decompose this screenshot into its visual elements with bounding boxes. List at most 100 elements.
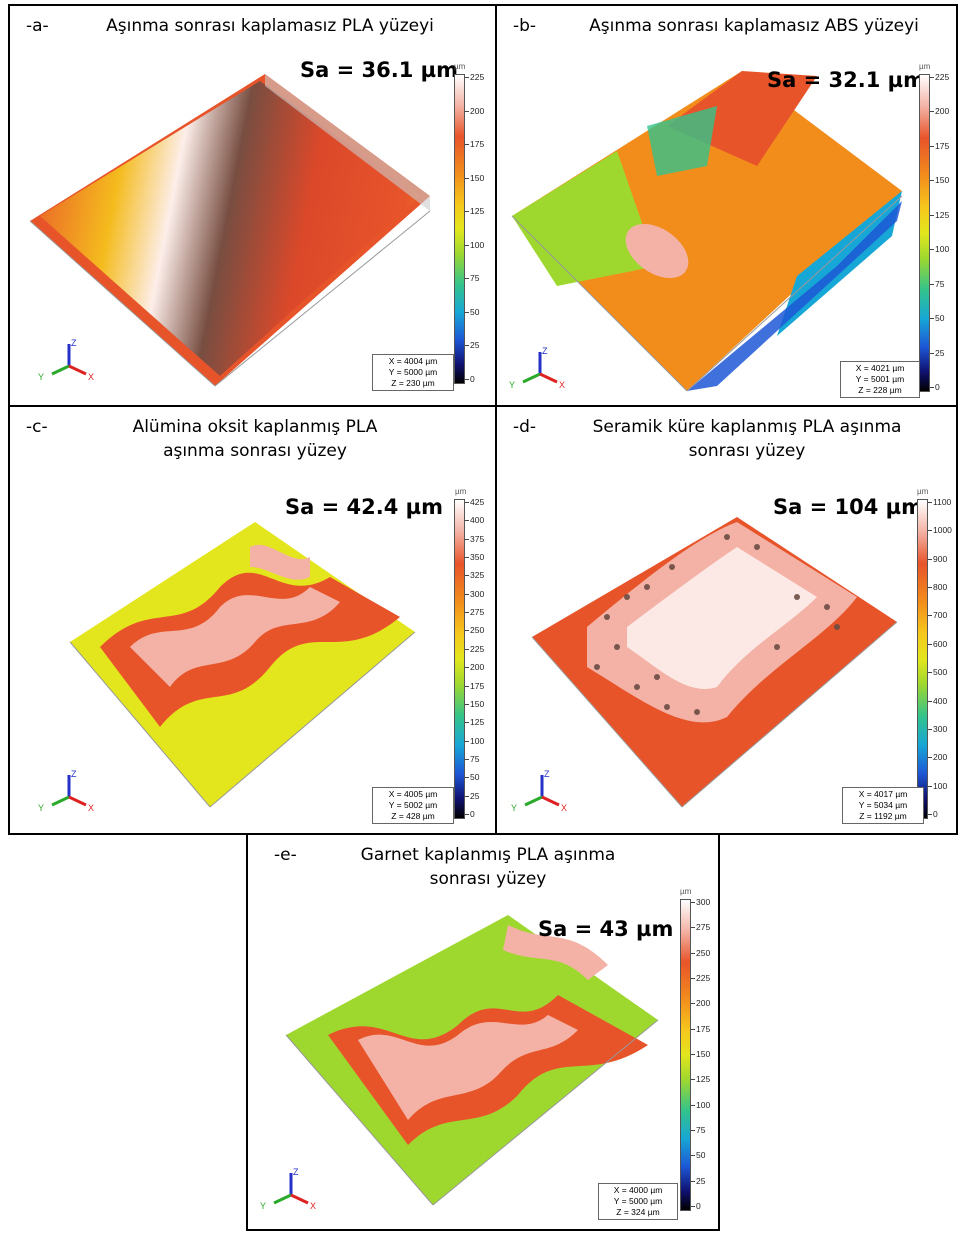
colorbar-tick-label: 200: [690, 998, 711, 1009]
colorbar-unit: µm: [919, 62, 931, 71]
colorbar-tick-label: 100: [464, 239, 485, 250]
panel-title: Alümina oksit kaplanmış PLA aşınma sonra…: [132, 417, 378, 461]
colorbar-tick-label: 200: [464, 662, 485, 673]
dim-x: X = 4021 µm: [855, 363, 905, 373]
colorbar-tick-label: 300: [464, 588, 485, 599]
svg-text:X: X: [559, 380, 565, 390]
panel-title: Aşınma sonrası kaplamasız ABS yüzeyi: [589, 16, 919, 36]
sa-value: Sa = 104 µm: [773, 495, 923, 519]
color-scale-bar: [917, 499, 928, 819]
colorbar-tick-label: 225: [690, 973, 711, 983]
color-scale-bar: [454, 74, 465, 384]
colorbar-tick-label: 325: [464, 570, 485, 581]
panel-title: Garnet kaplanmış PLA aşınma sonrası yüze…: [360, 845, 616, 889]
panel-label: -d-: [513, 417, 537, 437]
svg-text:Z: Z: [542, 346, 548, 356]
colorbar-tick-label: 125: [464, 206, 485, 217]
colorbar-tick-label: 200: [929, 106, 950, 117]
panel-b: -b- Aşınma sonrası kaplamasız ABS yüzeyi…: [495, 4, 958, 407]
colorbar-tick-label: 225: [464, 72, 485, 82]
svg-text:Z: Z: [71, 338, 77, 348]
colorbar-tick-label: 300: [927, 723, 948, 734]
colorbar-tick-label: 175: [464, 680, 485, 691]
surface-map-image: [29, 74, 431, 387]
sa-value: Sa = 42.4 µm: [285, 495, 443, 519]
colorbar-tick-label: 25: [464, 340, 480, 351]
dimension-box: X = 4004 µm Y = 5000 µm Z = 230 µm: [372, 354, 454, 391]
color-scale-bar: [680, 899, 691, 1211]
color-scale-bar: [919, 74, 930, 392]
colorbar-tick-label: 175: [929, 140, 950, 151]
colorbar-tick-label: 75: [929, 278, 945, 289]
axis-triad-icon: Z Y X: [38, 769, 94, 813]
svg-text:Z: Z: [544, 769, 550, 779]
dim-y: Y = 5002 µm: [388, 800, 438, 810]
axis-triad-icon: Z Y X: [509, 346, 565, 390]
color-scale-bar: [454, 499, 465, 819]
colorbar-tick-label: 1100: [927, 497, 952, 507]
colorbar-unit: µm: [455, 487, 467, 496]
svg-text:Y: Y: [260, 1201, 266, 1211]
dimension-box: X = 4000 µm Y = 5000 µm Z = 324 µm: [598, 1183, 678, 1220]
svg-text:Y: Y: [509, 380, 515, 390]
svg-text:X: X: [88, 803, 94, 813]
colorbar-tick-label: 175: [464, 139, 485, 150]
colorbar-tick-label: 500: [927, 667, 948, 678]
svg-text:Y: Y: [38, 803, 44, 813]
colorbar-tick-label: 150: [464, 172, 485, 183]
dim-z: Z = 1192 µm: [859, 811, 907, 821]
panel-title: Seramik küre kaplanmış PLA aşınma sonras…: [592, 417, 902, 461]
colorbar-tick-label: 800: [927, 582, 948, 593]
colorbar-tick-label: 275: [464, 607, 485, 618]
colorbar-tick-label: 100: [464, 735, 485, 746]
axis-triad-icon: Z Y X: [38, 338, 94, 382]
colorbar-tick-label: 0: [691, 1201, 701, 1211]
panel-label: -c-: [26, 417, 48, 437]
colorbar-tick-label: 75: [464, 753, 480, 764]
colorbar-tick-label: 375: [464, 533, 485, 544]
surface-map-image: [511, 71, 903, 392]
dim-z: Z = 324 µm: [616, 1207, 660, 1217]
colorbar-tick-label: 75: [464, 273, 480, 284]
colorbar-tick-label: 50: [464, 772, 480, 783]
surface-map-image: [531, 517, 898, 808]
dim-y: Y = 5001 µm: [855, 374, 905, 384]
panel-e: -e- Garnet kaplanmış PLA aşınma sonrası …: [246, 833, 720, 1231]
colorbar-tick-label: 150: [690, 1049, 711, 1059]
svg-text:Y: Y: [38, 372, 44, 382]
dim-x: X = 4004 µm: [388, 356, 438, 366]
colorbar-tick-label: 0: [930, 382, 940, 392]
colorbar-tick-label: 250: [464, 625, 485, 636]
sa-value: Sa = 36.1 µm: [300, 58, 458, 82]
panel-label: -b-: [513, 16, 537, 36]
colorbar-tick-label: 175: [690, 1023, 711, 1034]
colorbar-tick-label: 400: [927, 695, 948, 706]
colorbar-tick-label: 75: [690, 1125, 706, 1135]
colorbar-tick-label: 300: [690, 897, 711, 907]
panel-label: -a-: [26, 16, 49, 36]
sa-value: Sa = 43 µm: [538, 917, 674, 941]
sa-value: Sa = 32.1 µm: [767, 68, 925, 92]
colorbar-tick-label: 225: [929, 72, 950, 82]
colorbar-tick-label: 100: [927, 780, 948, 791]
colorbar-tick-label: 200: [927, 752, 948, 763]
dimension-box: X = 4005 µm Y = 5002 µm Z = 428 µm: [372, 787, 454, 824]
colorbar-tick-label: 900: [927, 553, 948, 564]
colorbar-tick-label: 50: [929, 313, 945, 324]
colorbar-tick-label: 600: [927, 638, 948, 649]
svg-text:X: X: [310, 1201, 316, 1211]
colorbar-tick-label: 250: [690, 947, 711, 958]
colorbar-tick-label: 400: [464, 515, 485, 526]
colorbar-tick-label: 0: [928, 809, 938, 819]
colorbar-tick-label: 0: [465, 809, 475, 819]
colorbar-tick-label: 200: [464, 105, 485, 116]
colorbar-tick-label: 25: [929, 347, 945, 358]
svg-text:X: X: [88, 372, 94, 382]
panel-label: -e-: [274, 845, 297, 865]
colorbar-tick-label: 275: [690, 922, 711, 933]
dim-x: X = 4017 µm: [858, 789, 908, 799]
colorbar-tick-label: 0: [465, 374, 475, 384]
panel-title: Aşınma sonrası kaplamasız PLA yüzeyi: [106, 16, 434, 36]
colorbar-tick-label: 50: [690, 1150, 706, 1161]
panel-d: -d- Seramik küre kaplanmış PLA aşınma so…: [495, 405, 958, 835]
